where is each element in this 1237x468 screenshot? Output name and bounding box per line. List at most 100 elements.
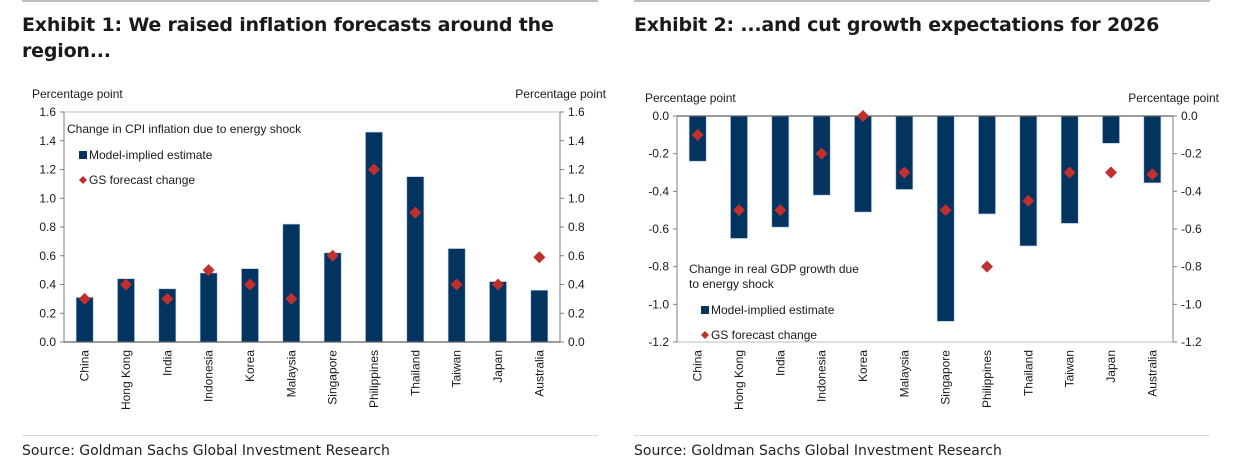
y-tick-label-left: -1.2 bbox=[648, 335, 669, 349]
y-tick-label-right: -1.0 bbox=[1181, 297, 1202, 311]
y-tick-label-left: -0.6 bbox=[648, 222, 669, 236]
diamond-philippines bbox=[981, 260, 993, 273]
diamond-korea bbox=[244, 278, 256, 291]
y-tick-label-left: 1.4 bbox=[39, 134, 56, 148]
y-tick-label-left: 0.0 bbox=[652, 109, 669, 123]
bottom-divider bbox=[634, 435, 1210, 436]
legend-diamond-label: GS forecast change bbox=[711, 328, 817, 342]
x-tick-label: Japan bbox=[491, 350, 505, 383]
y-axis-label-left: Percentage point bbox=[32, 87, 123, 101]
diamond-indonesia bbox=[815, 147, 828, 160]
legend-bar-label: Model-implied estimate bbox=[711, 303, 835, 317]
bar-singapore bbox=[936, 115, 955, 322]
x-tick-label: Korea bbox=[856, 350, 870, 382]
bar-philippines bbox=[978, 115, 996, 215]
diamond-indonesia bbox=[202, 264, 215, 277]
diamond-australia bbox=[1146, 168, 1159, 181]
diamond-china bbox=[78, 292, 91, 305]
y-tick-label-right: 0.2 bbox=[568, 306, 585, 320]
y-tick-label-left: 1.2 bbox=[39, 163, 56, 177]
y-tick-label-left: 0.6 bbox=[39, 249, 56, 263]
top-divider bbox=[22, 0, 598, 2]
bar-thailand bbox=[1019, 115, 1038, 247]
y-tick-label-left: -0.4 bbox=[648, 184, 669, 198]
top-divider bbox=[634, 0, 1210, 2]
y-tick-label-right: 0.4 bbox=[568, 278, 585, 292]
x-tick-label: Malaysia bbox=[897, 350, 911, 398]
diamond-singapore bbox=[939, 204, 952, 217]
y-tick-label-right: 1.6 bbox=[568, 105, 585, 119]
x-tick-label: China bbox=[78, 350, 92, 382]
x-tick-label: Philippines bbox=[367, 350, 381, 408]
x-tick-label: Philippines bbox=[980, 350, 994, 408]
legend-diamond-swatch bbox=[701, 331, 709, 339]
y-tick-label-left: -0.8 bbox=[648, 260, 669, 274]
x-tick-label: China bbox=[691, 350, 705, 382]
y-axis-label-right: Percentage point bbox=[515, 87, 606, 101]
x-tick-label: Taiwan bbox=[1063, 350, 1077, 387]
y-tick-label-right: -0.4 bbox=[1181, 184, 1202, 198]
y-tick-label-right: 1.4 bbox=[568, 134, 585, 148]
diamond-india bbox=[161, 292, 174, 305]
diamond-taiwan bbox=[450, 278, 463, 291]
x-tick-label: India bbox=[160, 350, 174, 376]
diamond-korea bbox=[857, 110, 869, 122]
x-tick-label: Korea bbox=[243, 350, 257, 382]
y-tick-label-left: -0.2 bbox=[648, 147, 669, 161]
y-tick-label-right: 1.2 bbox=[568, 163, 585, 177]
exhibit-1-source: Source: Goldman Sachs Global Investment … bbox=[22, 443, 390, 459]
y-axis-label-right: Percentage point bbox=[1128, 91, 1219, 105]
x-tick-label: Indonesia bbox=[815, 350, 829, 402]
y-tick-label-right: -1.2 bbox=[1181, 335, 1202, 349]
x-tick-label: Thailand bbox=[408, 350, 422, 396]
diamond-japan bbox=[1105, 166, 1117, 179]
x-tick-label: India bbox=[773, 350, 787, 376]
diamond-singapore bbox=[326, 249, 339, 262]
y-axis-label-left: Percentage point bbox=[645, 91, 736, 105]
legend-bar-label: Model-implied estimate bbox=[89, 148, 213, 162]
diamond-philippines bbox=[368, 163, 380, 176]
bar-hong-kong bbox=[730, 115, 748, 239]
legend-title: Change in CPI inflation due to energy sh… bbox=[67, 122, 302, 136]
x-tick-label: Taiwan bbox=[450, 350, 464, 387]
y-tick-label-right: 0.6 bbox=[568, 249, 585, 263]
y-tick-label-right: 1.0 bbox=[568, 191, 585, 205]
diamond-hong-kong bbox=[120, 278, 132, 291]
y-tick-label-left: 0.8 bbox=[39, 220, 56, 234]
exhibit-1-chart: Percentage point Percentage point 0.0 0.0 0.… bbox=[32, 87, 607, 410]
legend-bar-swatch bbox=[701, 306, 709, 314]
legend-diamond-label: GS forecast change bbox=[89, 173, 195, 187]
x-tick-label: Australia bbox=[1145, 350, 1159, 397]
bar-korea bbox=[854, 115, 872, 213]
exhibit-2-title: Exhibit 2: ...and cut growth expectation… bbox=[634, 14, 1160, 36]
exhibit-2-chart: Percentage point Percentage point 0.0 0.0 -0… bbox=[645, 91, 1220, 410]
diamond-japan bbox=[492, 278, 504, 291]
exhibit-2-source: Source: Goldman Sachs Global Investment … bbox=[634, 443, 1002, 459]
diamond-australia bbox=[533, 251, 546, 264]
diamond-thailand bbox=[1022, 194, 1035, 207]
legend-diamond-swatch bbox=[79, 176, 87, 184]
legend-title: to energy shock bbox=[689, 277, 775, 291]
x-tick-label: Indonesia bbox=[202, 350, 216, 402]
y-tick-label-right: 0.8 bbox=[568, 220, 585, 234]
exhibit-2-panel: Exhibit 2: ...and cut growth expectation… bbox=[634, 0, 1220, 468]
y-tick-label-left: 0.4 bbox=[39, 278, 56, 292]
x-tick-label: Singapore bbox=[939, 350, 953, 405]
legend-title: Change in real GDP growth due bbox=[689, 262, 859, 276]
diamond-malaysia bbox=[898, 166, 911, 179]
y-tick-label-left: 0.0 bbox=[39, 335, 56, 349]
y-tick-label-left: -1.0 bbox=[648, 297, 669, 311]
x-tick-label: Japan bbox=[1104, 350, 1118, 383]
x-tick-label: Australia bbox=[532, 350, 546, 397]
y-tick-label-left: 1.0 bbox=[39, 191, 56, 205]
y-tick-label-right: 0.0 bbox=[1181, 109, 1198, 123]
x-tick-label: Singapore bbox=[326, 350, 340, 405]
x-tick-label: Malaysia bbox=[284, 350, 298, 398]
y-tick-label-right: -0.6 bbox=[1181, 222, 1202, 236]
x-tick-label: Hong Kong bbox=[732, 350, 746, 410]
diamond-taiwan bbox=[1063, 166, 1076, 179]
y-tick-label-right: -0.8 bbox=[1181, 260, 1202, 274]
diamond-china bbox=[691, 128, 704, 141]
bottom-divider bbox=[22, 435, 598, 436]
x-tick-label: Thailand bbox=[1021, 350, 1035, 396]
